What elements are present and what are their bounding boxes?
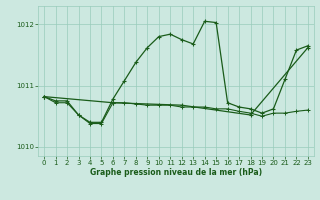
X-axis label: Graphe pression niveau de la mer (hPa): Graphe pression niveau de la mer (hPa) — [90, 168, 262, 177]
